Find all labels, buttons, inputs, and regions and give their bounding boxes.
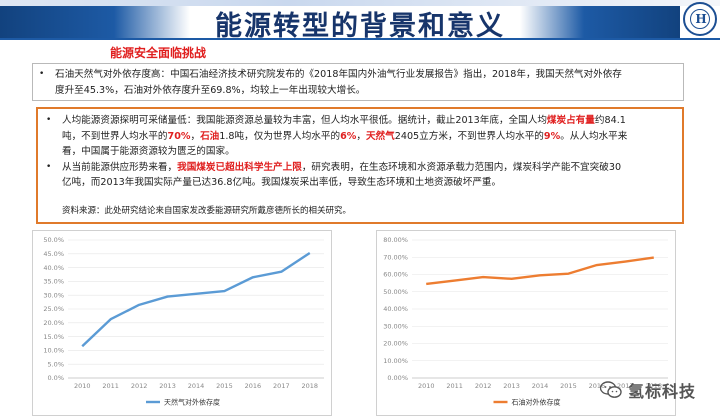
y-tick-label: 30.0% (43, 291, 64, 299)
bullet-item: • 石油天然气对外依存度高：中国石油经济技术研究院发布的《2018年国内外油气行… (39, 67, 675, 83)
header-accent-right (520, 6, 680, 38)
resource-reserves-box: • 人均能源资源探明可采储量低：我国能源资源总量较为丰富，但人均水平很低。据统计… (36, 107, 684, 224)
highlight-9: 9% (543, 130, 561, 142)
header-underline (0, 38, 720, 40)
y-tick-label: 10.00% (383, 357, 408, 365)
x-tick-label: 2011 (102, 382, 119, 390)
legend-label: 石油对外依存度 (512, 398, 561, 407)
y-tick-label: 35.0% (43, 278, 64, 286)
x-tick-label: 2012 (475, 382, 492, 390)
y-tick-label: 0.0% (47, 374, 64, 382)
x-tick-label: 2016 (245, 382, 262, 390)
bullet-continuation: 亿吨，而2013年我国实际产量已达36.8亿吨。我国煤炭采出率低，导致生态环境和… (62, 175, 674, 191)
text-seg: 1.8吨，仅为世界人均水平的 (219, 130, 341, 142)
watermark-text: 氢标科技 (628, 382, 697, 401)
y-tick-label: 25.0% (43, 305, 64, 313)
x-tick-label: 2014 (532, 382, 549, 390)
bullet-continuation: 看，中国属于能源资源较为匮乏的国家。 (62, 144, 674, 160)
legend-label: 天然气对外依存度 (164, 398, 220, 407)
bullet-dot: • (39, 69, 45, 79)
y-tick-label: 60.00% (383, 271, 408, 279)
highlight-coal-limit: 我国煤炭已超出科学生产上限 (177, 161, 302, 173)
text-seg: 看，中国属于能源资源较为匮乏的国家。 (62, 146, 235, 157)
text-line: 石油天然气对外依存度高：中国石油经济技术研究院发布的《2018年国内外油气行业发… (55, 69, 622, 80)
highlight-6: 6% (340, 130, 357, 142)
logo-inner-ring: H (690, 9, 710, 29)
y-tick-label: 30.00% (383, 322, 408, 330)
x-tick-label: 2015 (560, 382, 577, 390)
y-tick-label: 15.0% (43, 333, 64, 341)
header-bar: 能源转型的背景和意义 H (0, 0, 720, 42)
text-seg: 亿吨，而2013年我国实际产量已达36.8亿吨。我国煤炭采出率低，导致生态环境和… (62, 177, 502, 188)
x-tick-label: 2016 (589, 382, 606, 390)
x-tick-label: 2018 (302, 382, 319, 390)
text-seg: ， (356, 130, 366, 142)
bullet-continuation: 度升至45.3%，石油对外依存度升至69.8%，均较上一年出现较大增长。 (55, 83, 675, 99)
bullet-dot: • (46, 161, 52, 172)
x-tick-label: 2012 (131, 382, 148, 390)
watermark: 氢标科技 (600, 378, 696, 402)
text-seg: 从当前能源供应形势来看， (62, 161, 178, 173)
text-seg: 2405立方米，不到世界人均水平的 (394, 130, 544, 142)
x-tick-label: 2013 (503, 382, 520, 390)
highlight-gas: 天然气 (365, 130, 395, 142)
y-tick-label: 45.0% (43, 250, 64, 258)
bullet-item: • 从当前能源供应形势来看，我国煤炭已超出科学生产上限，研究表明，在生态环境和水… (46, 160, 674, 176)
y-tick-label: 10.0% (43, 347, 64, 355)
x-tick-label: 2013 (159, 382, 176, 390)
wechat-icon (600, 381, 622, 398)
y-tick-label: 0.00% (387, 374, 408, 382)
y-tick-label: 50.0% (43, 236, 64, 244)
gas-dependency-chart: 0.0% 5.0% 10.0% 15.0% 20.0% 25.0% 30.0% 35.0% 40… (32, 230, 332, 416)
x-tick-label: 2010 (74, 382, 91, 390)
x-tick-label: 2017 (273, 382, 290, 390)
text-seg: 。从人均水平来 (560, 130, 628, 142)
section-title: 能源安全面临挑战 (110, 46, 207, 60)
bullet-continuation: 吨，不到世界人均水平的70%，石油1.8吨，仅为世界人均水平的6%，天然气240… (62, 129, 674, 145)
oil-dependency-chart: 0.00% 10.00% 20.00% 30.00% 40.00% 50.00% 60.00… (376, 230, 676, 416)
text-seg: 约84.1 (594, 115, 626, 126)
y-tick-label: 50.00% (383, 288, 408, 296)
y-tick-label: 20.00% (383, 340, 408, 348)
y-tick-label: 80.00% (383, 236, 408, 244)
x-tick-label: 2015 (216, 382, 233, 390)
x-tick-label: 2014 (188, 382, 205, 390)
source-note: 资料来源：此处研究结论来自国家发改委能源研究所戴彦德所长的相关研究。 (62, 206, 352, 216)
y-tick-label: 40.0% (43, 264, 64, 272)
text-seg: 人均能源资源探明可采储量低：我国能源资源总量较为丰富，但人均水平很低。据统计，截… (62, 115, 547, 126)
highlight-coal: 煤炭占有量 (546, 115, 595, 126)
x-tick-label: 2011 (446, 382, 463, 390)
page-title: 能源转型的背景和意义 (215, 11, 505, 42)
university-logo: H (683, 2, 717, 36)
x-tick-label: 2017 (617, 382, 634, 390)
logo-letter: H (695, 12, 707, 26)
bullet-dot: • (46, 115, 52, 125)
highlight-oil: 石油 (200, 130, 220, 142)
x-tick-label: 2018 (646, 382, 663, 390)
gas-oil-dependency-box: • 石油天然气对外依存度高：中国石油经济技术研究院发布的《2018年国内外油气行… (32, 63, 684, 101)
text-seg: ，研究表明，在生态环境和水资源承载力范围内，煤炭科学产能不宜突破30 (301, 161, 622, 173)
y-tick-label: 40.00% (383, 305, 408, 313)
y-tick-label: 20.0% (43, 319, 64, 327)
header-accent-left (0, 6, 190, 38)
text-seg: 吨，不到世界人均水平的 (62, 130, 168, 142)
header-stripe (0, 0, 720, 6)
y-tick-label: 70.00% (383, 253, 408, 261)
bullet-item: • 人均能源资源探明可采储量低：我国能源资源总量较为丰富，但人均水平很低。据统计… (46, 113, 674, 129)
text-seg: ， (190, 130, 201, 142)
y-tick-label: 5.0% (47, 360, 64, 368)
text-line: 度升至45.3%，石油对外依存度升至69.8%，均较上一年出现较大增长。 (55, 84, 366, 96)
highlight-70: 70% (167, 130, 191, 142)
x-tick-label: 2010 (418, 382, 435, 390)
